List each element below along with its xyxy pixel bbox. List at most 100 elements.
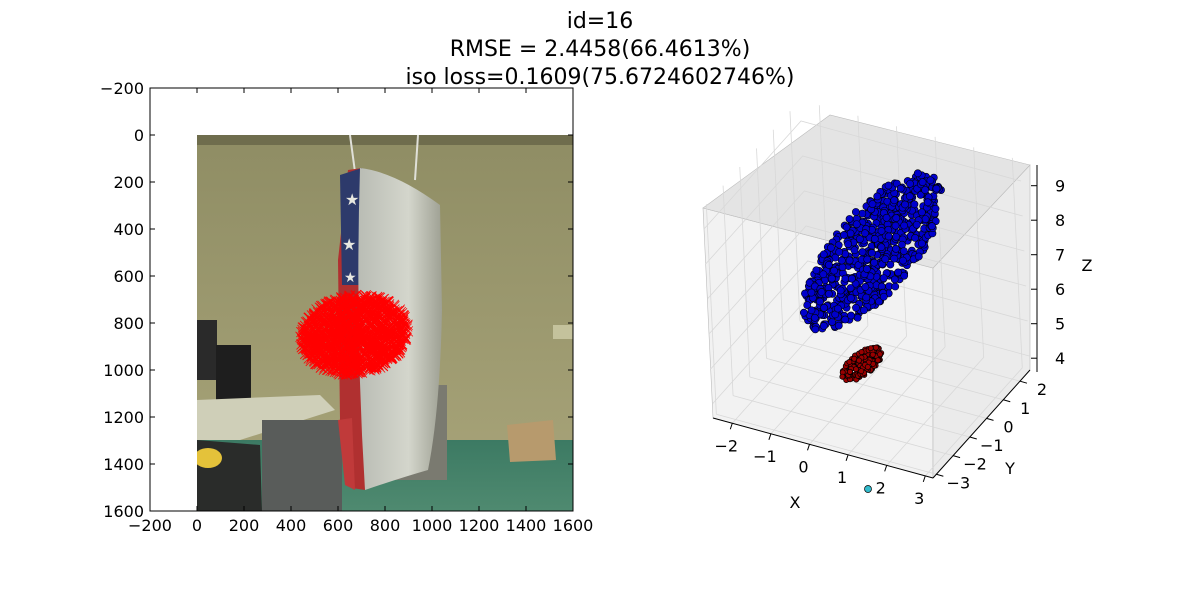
grid-line: [705, 204, 717, 415]
x-marker: [316, 303, 327, 314]
blue-point: [858, 209, 867, 218]
blue-point: [830, 266, 838, 275]
x-tick-mark: [884, 465, 888, 472]
x-tick-label: −200: [128, 516, 172, 535]
blue-point: [842, 223, 851, 232]
blue-point: [819, 321, 828, 330]
blue-point: [870, 234, 879, 243]
x-marker: [397, 313, 409, 324]
x-marker: [354, 320, 366, 332]
grid-line: [707, 190, 1025, 300]
left-axes-frame: [149, 87, 574, 512]
blue-point: [867, 249, 876, 257]
x-tick-label: 1600: [553, 516, 594, 535]
x-tick-label: 0: [798, 457, 808, 476]
z-tick-label: 5: [1055, 315, 1065, 334]
x-marker: [340, 299, 351, 310]
x-marker: [368, 362, 379, 374]
blue-point: [861, 283, 870, 291]
blue-point: [852, 303, 860, 312]
y-tick-label: −3: [947, 473, 971, 492]
z-axis-label: Z: [1082, 256, 1093, 275]
x-marker: [337, 369, 349, 380]
blue-point: [840, 231, 848, 239]
x-tick-label: 800: [370, 516, 401, 535]
blue-point: [836, 286, 845, 295]
blue-point: [845, 215, 854, 223]
x-marker: [368, 336, 379, 347]
y-tick-label: 2: [1037, 380, 1047, 399]
series-red-cluster: [839, 344, 885, 383]
blue-point: [879, 292, 888, 301]
x-marker: [388, 315, 400, 327]
blue-point: [851, 208, 860, 216]
x-tick-mark: [729, 423, 733, 430]
blue-point: [861, 229, 869, 238]
blue-point: [860, 306, 868, 315]
grid-line: [703, 120, 1022, 230]
x-tick-label: 0: [192, 516, 202, 535]
blue-point: [868, 200, 877, 208]
blue-point: [923, 198, 932, 207]
x-marker: [356, 362, 367, 374]
x-marker: [382, 295, 393, 307]
blue-point: [894, 268, 903, 277]
grid-line: [732, 395, 954, 457]
x-marker: [381, 309, 393, 320]
3d-gridlines: [703, 105, 1030, 477]
y-tick-label: 1400: [103, 455, 144, 474]
x-marker: [375, 345, 387, 356]
x-marker: [304, 348, 316, 359]
background-photo: ★ ★ ★: [197, 135, 573, 511]
blue-point: [892, 232, 901, 241]
y-tick-label: 0: [1003, 417, 1013, 436]
blue-point: [863, 255, 872, 264]
x-tick-label: 2: [876, 478, 886, 497]
x-marker: [316, 307, 327, 319]
y-tick-label: 600: [113, 267, 144, 286]
blue-point: [881, 255, 890, 264]
grid-line: [1011, 157, 1023, 368]
x-marker: [365, 362, 377, 373]
blue-point: [890, 196, 899, 205]
blue-point: [855, 235, 864, 244]
x-marker: [377, 360, 389, 372]
blue-point: [846, 294, 855, 302]
blue-point: [917, 239, 926, 248]
blue-point: [913, 169, 922, 178]
series-single-point: [864, 485, 872, 493]
x-marker: [339, 356, 350, 368]
x-marker: [373, 302, 384, 314]
x-marker: [319, 340, 331, 351]
grid-line: [809, 336, 907, 445]
blue-point: [905, 192, 914, 201]
x-marker: [369, 310, 381, 322]
x-marker: [321, 327, 332, 338]
blue-point: [853, 313, 862, 322]
x-tick-label: 1400: [506, 516, 547, 535]
grid-line: [924, 367, 1023, 477]
blue-point: [847, 311, 855, 320]
blue-point: [873, 192, 882, 201]
grid-line: [766, 358, 987, 419]
grid-line: [799, 320, 1021, 382]
blue-point: [892, 214, 901, 222]
x-marker: [316, 306, 327, 318]
x-marker: [356, 302, 367, 313]
x-tick-label: 3: [914, 489, 924, 508]
red-point: [851, 355, 858, 362]
x-marker: [302, 333, 314, 344]
grid-line: [772, 129, 784, 340]
x-marker: [388, 299, 400, 311]
red-point: [856, 357, 862, 364]
3d-axes: [712, 165, 1038, 483]
blue-point: [834, 321, 843, 330]
blue-point: [816, 297, 824, 306]
blue-point: [807, 288, 816, 297]
x-marker: [391, 350, 402, 361]
x-marker: [360, 295, 372, 307]
blue-point: [850, 246, 859, 255]
